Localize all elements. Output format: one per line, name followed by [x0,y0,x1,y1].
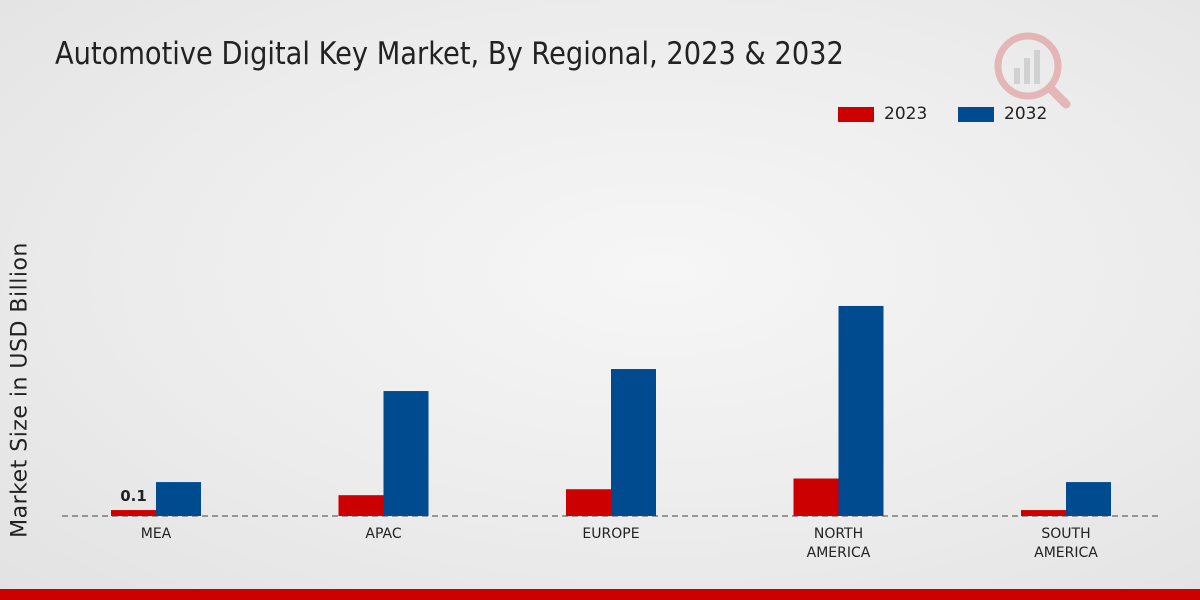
chart-title: Automotive Digital Key Market, By Region… [55,36,844,72]
legend-item-2023: 2023 [838,104,927,124]
bar-2023-apac [338,495,384,516]
legend-item-2032: 2032 [958,104,1047,124]
x-tick-label-south-america-line1: SOUTH [1041,526,1090,542]
x-tick-label-apac: APAC [365,526,401,542]
bar-2032-north-america [838,305,884,516]
bar-2023-europe [566,489,611,516]
bar-2023-south-america [1021,510,1066,516]
legend-swatch-2023 [838,106,874,122]
legend-swatch-2032 [958,106,994,122]
bottom-accent-band [0,589,1200,600]
legend-label-2032: 2032 [1004,104,1048,124]
x-tick-label-south-america-line2: AMERICA [1034,545,1098,561]
bar-2032-apac [383,391,429,516]
bar-2032-south-america [1066,482,1111,516]
bar-2032-europe [611,369,656,516]
legend-label-2023: 2023 [884,104,928,124]
bar-2023-mea [111,510,156,516]
market-research-logo-icon [990,28,1074,112]
x-tick-label-europe: EUROPE [582,526,639,542]
bar-2032-mea [156,482,201,516]
x-tick-label-mea: MEA [141,526,172,542]
x-tick-label-north-america-line1: NORTH [814,526,863,542]
bar-2023-north-america [793,478,839,516]
data-label-2023-mea: 0.1 [120,487,147,505]
x-tick-label-north-america-line2: AMERICA [807,545,871,561]
